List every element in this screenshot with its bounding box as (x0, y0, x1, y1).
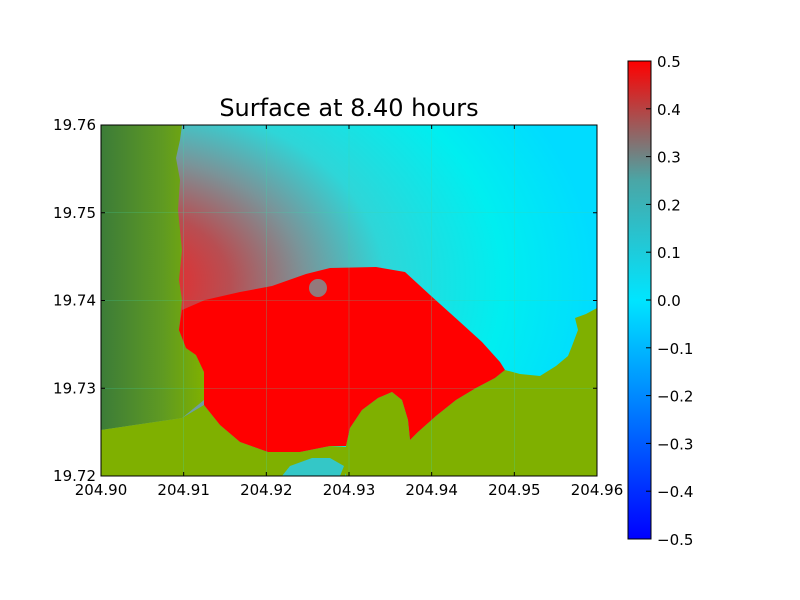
colorbar-tick-label: −0.1 (657, 340, 693, 358)
positive-surge-region (179, 267, 505, 452)
colorbar-tick-label: −0.2 (657, 388, 693, 406)
y-tick-label: 19.76 (53, 116, 96, 134)
heatmap-layer (101, 125, 597, 476)
x-tick-label: 204.96 (571, 481, 624, 499)
colorbar-tick-label: 0.0 (657, 292, 681, 310)
land-west (101, 125, 204, 430)
land-south-west (101, 405, 350, 476)
chart-title: Surface at 8.40 hours (219, 94, 478, 122)
x-tick-label: 204.95 (488, 481, 541, 499)
y-tick-label: 19.75 (53, 204, 96, 222)
colorbar-tick-label: 0.5 (657, 53, 681, 71)
harbor-inlet (282, 458, 344, 476)
y-tick-label: 19.74 (53, 292, 96, 310)
x-axis: 204.90 204.91 204.92 204.93 204.94 204.95 204.… (75, 125, 624, 499)
y-tick-label: 19.72 (53, 467, 96, 485)
colorbar-tick-label: 0.2 (657, 196, 681, 214)
colorbar-tick-label: −0.4 (657, 483, 693, 501)
colorbar-tick-label: 0.4 (657, 101, 681, 119)
colorbar-tick-label: −0.5 (657, 531, 693, 549)
x-tick-label: 204.93 (323, 481, 376, 499)
colorbar-tick-label: 0.3 (657, 149, 681, 167)
colorbar-tick-label: 0.1 (657, 244, 681, 262)
gridlines (101, 125, 597, 476)
land-south-east (346, 308, 597, 476)
y-tick-label: 19.73 (53, 379, 96, 397)
colorbar-axis: 0.5 0.4 0.3 0.2 0.1 0.0 −0.1 −0.2 −0.3 −0.4 −0.5 (646, 53, 693, 549)
x-tick-label: 204.91 (157, 481, 210, 499)
y-axis: 19.76 19.75 19.74 19.73 19.72 (53, 116, 597, 485)
x-tick-label: 204.90 (75, 481, 128, 499)
surge-spot (309, 279, 327, 297)
x-tick-label: 204.92 (240, 481, 293, 499)
x-tick-label: 204.94 (405, 481, 458, 499)
colorbar-tick-label: −0.3 (657, 435, 693, 453)
